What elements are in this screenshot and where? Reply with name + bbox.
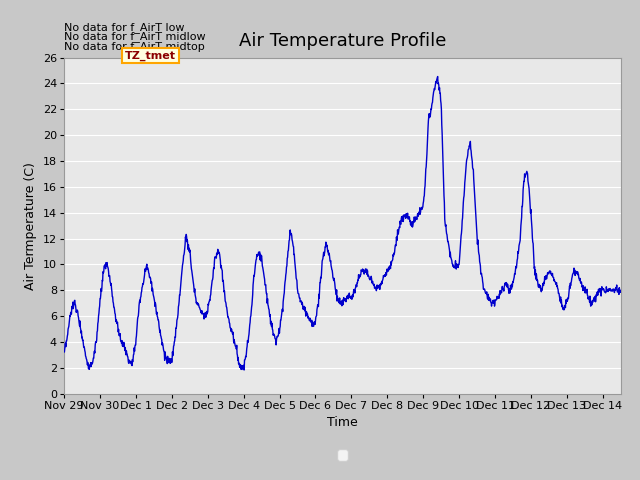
X-axis label: Time: Time <box>327 416 358 429</box>
Y-axis label: Air Termperature (C): Air Termperature (C) <box>24 162 37 289</box>
Text: TZ_tmet: TZ_tmet <box>125 50 176 60</box>
Text: No data for f_AirT low: No data for f_AirT low <box>64 22 184 33</box>
Text: No data for f_AirT midlow: No data for f_AirT midlow <box>64 31 205 42</box>
Text: No data for f_AirT midtop: No data for f_AirT midtop <box>64 41 205 52</box>
Title: Air Temperature Profile: Air Temperature Profile <box>239 33 446 50</box>
Legend:  <box>337 449 348 461</box>
